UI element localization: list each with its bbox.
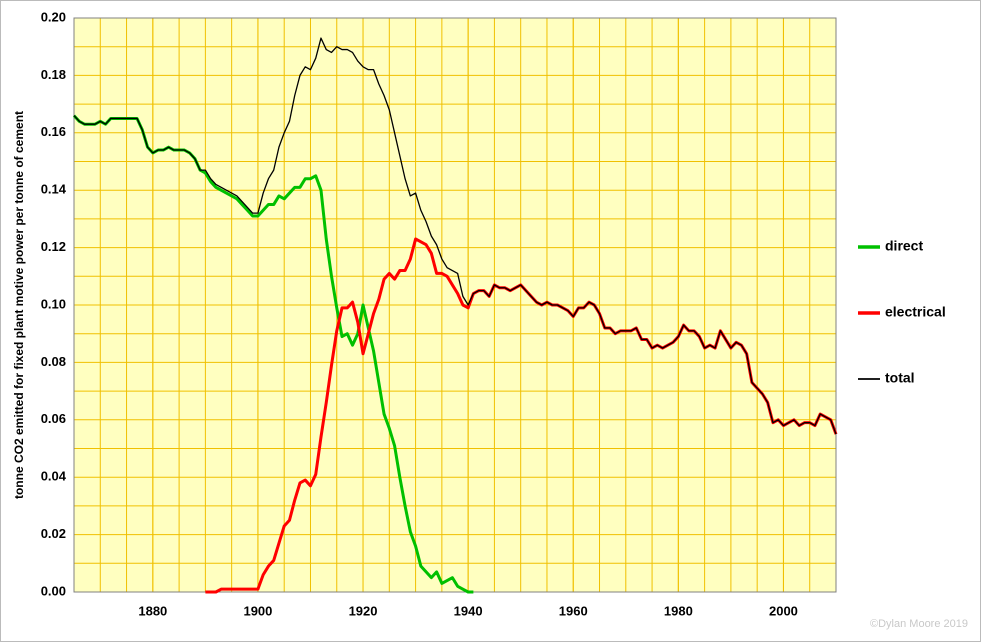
series-line (73, 37, 837, 435)
legend-label: electrical (885, 304, 946, 320)
y-tick-label: 0.04 (41, 469, 67, 484)
legend-label: total (885, 370, 915, 386)
x-tick-label: 1960 (559, 603, 588, 618)
x-tick-label: 1980 (664, 603, 693, 618)
y-tick-label: 0.20 (41, 9, 66, 24)
x-tick-label: 1900 (243, 603, 272, 618)
y-tick-label: 0.02 (41, 526, 66, 541)
y-tick-label: 0.16 (41, 124, 66, 139)
y-tick-label: 0.18 (41, 67, 66, 82)
y-tick-label: 0.08 (41, 354, 66, 369)
x-tick-label: 1940 (454, 603, 483, 618)
y-tick-label: 0.10 (41, 296, 66, 311)
credit: ©Dylan Moore 2019 (870, 618, 968, 630)
y-tick-label: 0.00 (41, 583, 66, 598)
y-axis-label: tonne CO2 emitted for fixed plant motive… (12, 111, 26, 499)
plot-border (73, 17, 837, 593)
y-tick-label: 0.06 (41, 411, 66, 426)
x-tick-label: 2000 (769, 603, 798, 618)
y-tick-label: 0.14 (41, 182, 67, 197)
legend-label: direct (885, 238, 923, 254)
y-tick-label: 0.12 (41, 239, 66, 254)
x-tick-label: 1880 (138, 603, 167, 618)
x-tick-label: 1920 (349, 603, 378, 618)
